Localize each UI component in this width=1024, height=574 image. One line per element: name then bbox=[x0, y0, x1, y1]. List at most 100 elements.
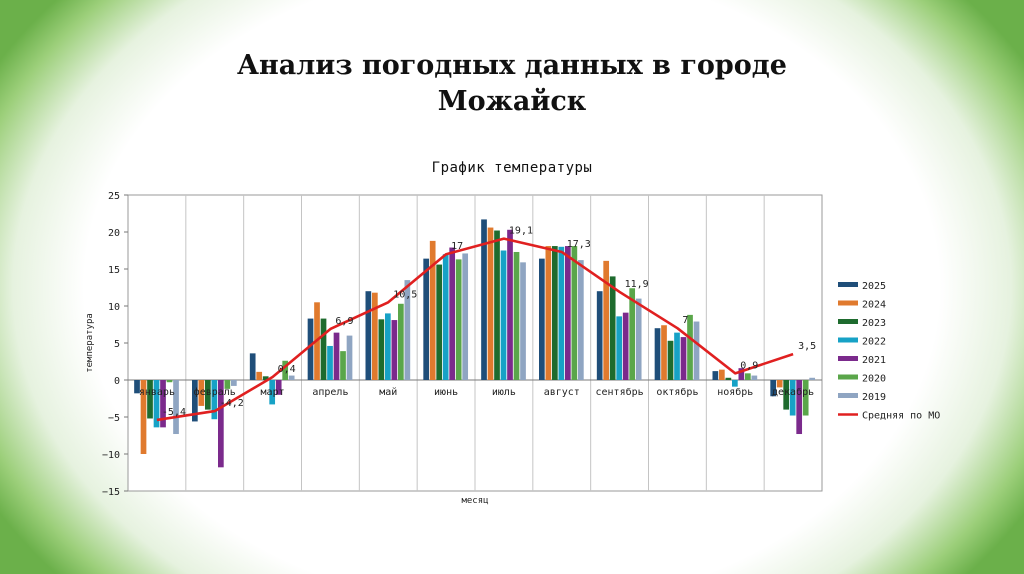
x-tick-label: октябрь bbox=[656, 386, 698, 398]
bar-2022 bbox=[732, 380, 738, 387]
bar-2024 bbox=[661, 325, 667, 380]
bar-2020 bbox=[455, 259, 462, 380]
bar-2019 bbox=[693, 321, 700, 380]
legend-swatch-2021 bbox=[838, 356, 858, 361]
y-tick-label: 10 bbox=[108, 302, 120, 313]
bar-2021 bbox=[738, 368, 745, 380]
average-data-label: 0,9 bbox=[740, 360, 758, 371]
bar-2019 bbox=[231, 380, 237, 386]
bar-2020 bbox=[224, 380, 231, 389]
bar-2023 bbox=[725, 377, 732, 380]
x-tick-label: декабрь bbox=[772, 386, 814, 398]
bar-2020 bbox=[629, 288, 636, 380]
legend-swatch-2025 bbox=[838, 282, 858, 287]
legend-label-average: Средняя по МО bbox=[862, 411, 940, 422]
bar-2019 bbox=[288, 375, 295, 380]
bar-2022 bbox=[385, 313, 391, 380]
bar-2023 bbox=[205, 380, 211, 410]
y-tick-label: 15 bbox=[108, 265, 120, 276]
legend-label-2025: 2025 bbox=[862, 281, 886, 292]
bar-2023 bbox=[609, 276, 616, 380]
bar-2021 bbox=[160, 380, 166, 428]
slide-title: Анализ погодных данных в городе Можайск bbox=[0, 48, 1024, 120]
x-tick-label: март bbox=[261, 387, 285, 398]
bar-2020 bbox=[513, 251, 520, 380]
x-tick-label: январь bbox=[139, 387, 175, 398]
bar-2024 bbox=[776, 380, 783, 388]
average-data-label: 11,9 bbox=[625, 279, 649, 290]
x-tick-label: сентябрь bbox=[595, 386, 643, 398]
bar-2025 bbox=[423, 258, 430, 380]
bar-2025 bbox=[307, 318, 314, 380]
bar-2025 bbox=[134, 380, 140, 394]
bar-2023 bbox=[320, 318, 327, 380]
bar-2025 bbox=[596, 291, 603, 380]
bar-2022 bbox=[442, 254, 449, 380]
average-data-label: -5,4 bbox=[162, 407, 186, 418]
bar-2024 bbox=[487, 227, 494, 380]
x-tick-label: июль bbox=[492, 387, 516, 398]
legend-swatch-2019 bbox=[838, 393, 858, 398]
legend-label-2020: 2020 bbox=[862, 374, 886, 385]
legend-swatch-2023 bbox=[838, 319, 858, 324]
bar-2021 bbox=[680, 337, 687, 380]
legend-label-2023: 2023 bbox=[862, 318, 886, 329]
y-tick-label: −15 bbox=[102, 487, 120, 498]
bar-2022 bbox=[616, 316, 623, 380]
bar-2019 bbox=[462, 253, 469, 380]
bar-2025 bbox=[770, 380, 777, 397]
bar-2022 bbox=[211, 380, 218, 420]
bar-2025 bbox=[192, 380, 198, 422]
bar-2021 bbox=[565, 246, 571, 380]
bar-2020 bbox=[398, 303, 404, 380]
bar-2022 bbox=[269, 380, 276, 405]
bar-2019 bbox=[635, 298, 642, 380]
bar-2022 bbox=[327, 345, 333, 380]
bar-2019 bbox=[578, 260, 584, 380]
bar-2019 bbox=[346, 335, 353, 380]
bar-2023 bbox=[494, 230, 500, 380]
x-tick-label: февраль bbox=[194, 386, 236, 398]
average-data-label: 17 bbox=[451, 241, 463, 252]
y-tick-label: 0 bbox=[114, 376, 120, 387]
x-tick-label: ноябрь bbox=[717, 386, 753, 398]
bar-2024 bbox=[256, 371, 263, 380]
bar-2020 bbox=[282, 360, 289, 380]
y-tick-label: −5 bbox=[108, 413, 120, 424]
bar-2023 bbox=[378, 319, 385, 380]
bar-2019 bbox=[751, 375, 758, 380]
average-data-label: 19,1 bbox=[509, 226, 533, 237]
bar-2020 bbox=[687, 314, 693, 380]
bar-2025 bbox=[712, 371, 719, 380]
legend-swatch-2022 bbox=[838, 337, 858, 343]
average-data-label: 0,4 bbox=[278, 364, 296, 375]
bar-2025 bbox=[481, 219, 487, 380]
bar-2024 bbox=[140, 380, 147, 454]
bar-2024 bbox=[719, 369, 725, 380]
legend-label-2019: 2019 bbox=[862, 392, 886, 403]
bar-2022 bbox=[789, 380, 796, 416]
y-tick-label: −10 bbox=[102, 450, 120, 461]
bar-2019 bbox=[173, 380, 179, 435]
bar-2019 bbox=[809, 377, 816, 380]
bar-2021 bbox=[391, 320, 398, 380]
bar-2023 bbox=[552, 246, 558, 380]
legend-swatch-2020 bbox=[838, 374, 858, 380]
bar-2019 bbox=[520, 262, 526, 380]
average-data-label: 6,9 bbox=[335, 316, 353, 327]
bar-2022 bbox=[558, 246, 565, 380]
y-axis-label: температура bbox=[85, 313, 95, 373]
bar-2020 bbox=[745, 373, 751, 380]
y-tick-label: 5 bbox=[114, 339, 120, 350]
bar-2025 bbox=[539, 258, 545, 380]
bar-2025 bbox=[249, 353, 256, 380]
average-data-label: 10,5 bbox=[393, 289, 417, 300]
bar-2020 bbox=[166, 380, 173, 383]
legend-label-2024: 2024 bbox=[862, 300, 886, 311]
average-data-label: 3,5 bbox=[798, 341, 816, 352]
x-tick-label: август bbox=[544, 387, 580, 398]
bar-2024 bbox=[372, 292, 378, 380]
slide-title-line1: Анализ погодных данных в городе bbox=[237, 50, 787, 81]
bar-2020 bbox=[571, 246, 578, 380]
bar-2020 bbox=[802, 380, 809, 416]
